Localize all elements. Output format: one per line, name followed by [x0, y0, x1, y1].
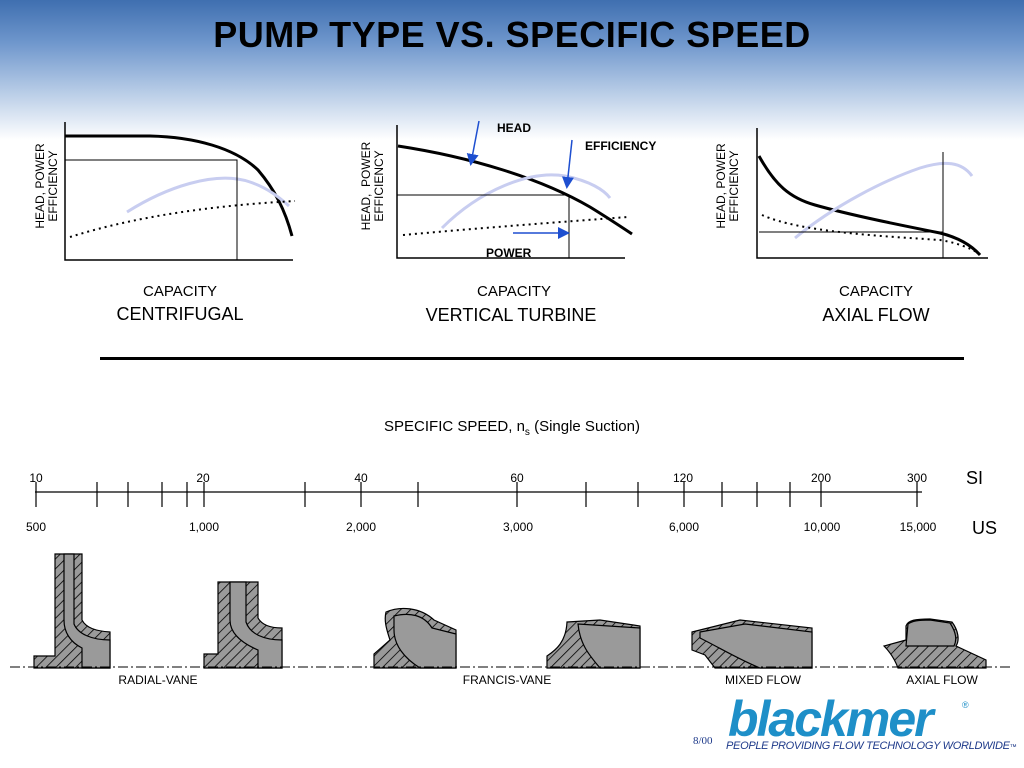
- si-tick-label: 60: [510, 471, 524, 485]
- turbine-y-label: HEAD, POWER EFFICIENCY: [359, 141, 386, 231]
- axial-flow-label: AXIAL FLOW: [906, 673, 978, 687]
- us-tick-label: 500: [25, 520, 47, 534]
- head-curve: [397, 144, 633, 236]
- radial-vane-label: RADIAL-VANE: [118, 673, 198, 687]
- power-curve: [69, 200, 296, 238]
- mixed-flow-impeller: [691, 619, 813, 669]
- impeller-sections: [10, 553, 1010, 669]
- centrifugal-y-label: HEAD, POWER EFFICIENCY: [33, 143, 60, 229]
- axes: [396, 125, 625, 259]
- francis-vane-impeller-2: [373, 607, 457, 669]
- operating-point-lines: [759, 152, 944, 258]
- turbine-x-label: CAPACITY: [477, 283, 551, 300]
- us-tick-label: 6,000: [668, 520, 700, 534]
- section-divider: [100, 357, 964, 360]
- us-tick-label: 10,000: [803, 520, 841, 534]
- slide-title: PUMP TYPE VS. SPECIFIC SPEED: [213, 14, 811, 55]
- operating-point-lines: [397, 194, 570, 258]
- operating-point-lines: [65, 159, 238, 260]
- axial-flow-impeller: [882, 618, 987, 669]
- head-curve: [65, 134, 294, 237]
- head-curve: [757, 155, 982, 257]
- francis-vane-impeller-3: [546, 619, 641, 669]
- specific-speed-scale: [35, 482, 922, 507]
- mixed-flow-label: MIXED FLOW: [724, 673, 802, 687]
- efficiency-curve: [440, 173, 612, 230]
- power-callout: POWER: [486, 246, 532, 260]
- francis-vane-impeller-1: [203, 581, 283, 669]
- axes: [64, 122, 293, 261]
- si-tick-label: 40: [354, 471, 368, 485]
- axial-y-label: HEAD, POWER EFFICIENCY: [714, 143, 741, 229]
- us-tick-label: 15,000: [899, 520, 937, 534]
- blackmer-logo: blackmer: [728, 691, 934, 747]
- francis-vane-label: FRANCIS-VANE: [462, 673, 552, 687]
- axial-flow-chart: [756, 128, 988, 259]
- centrifugal-x-label: CAPACITY: [143, 283, 217, 300]
- head-callout: HEAD: [497, 121, 532, 135]
- efficiency-arrow: [562, 139, 574, 189]
- si-tick-label: 200: [810, 471, 832, 485]
- sky-background: [0, 0, 1024, 140]
- si-tick-label: 120: [672, 471, 694, 485]
- slide-date: 8/00: [693, 735, 713, 747]
- vertical-turbine-chart: [396, 120, 633, 259]
- axial-x-label: CAPACITY: [839, 283, 913, 300]
- us-tick-label: 1,000: [188, 520, 220, 534]
- us-unit-label: US: [972, 518, 998, 538]
- us-tick-label: 3,000: [502, 520, 534, 534]
- efficiency-curve: [126, 176, 290, 214]
- si-tick-label: 300: [906, 471, 928, 485]
- us-tick-label: 2,000: [345, 520, 377, 534]
- axial-name: AXIAL FLOW: [822, 305, 930, 325]
- power-curve: [402, 216, 629, 236]
- efficiency-callout: EFFICIENCY: [585, 139, 657, 153]
- si-tick-label: 10: [29, 471, 43, 485]
- efficiency-curve: [794, 161, 974, 240]
- axes: [756, 128, 988, 259]
- centrifugal-name: CENTRIFUGAL: [116, 304, 244, 324]
- si-unit-label: SI: [966, 468, 984, 488]
- radial-vane-impeller: [33, 553, 111, 669]
- turbine-name: VERTICAL TURBINE: [425, 305, 597, 325]
- centrifugal-chart: [64, 122, 296, 261]
- specific-speed-title: SPECIFIC SPEED, ns (Single Suction): [384, 418, 640, 438]
- registered-mark: ®: [962, 700, 969, 710]
- si-tick-label: 20: [196, 471, 210, 485]
- head-arrow: [466, 120, 480, 166]
- brand-tagline: PEOPLE PROVIDING FLOW TECHNOLOGY WORLDWI…: [726, 740, 1017, 752]
